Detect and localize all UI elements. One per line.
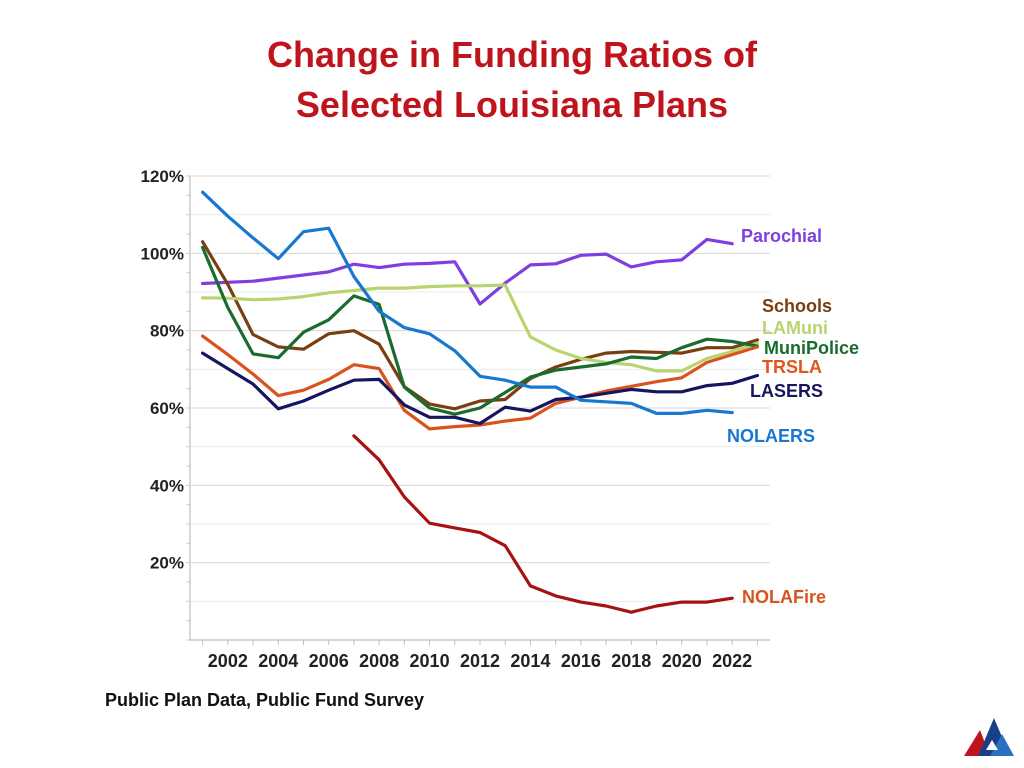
source-note: Public Plan Data, Public Fund Survey — [105, 690, 425, 710]
series-line-nolafire — [352, 434, 734, 614]
axes — [186, 175, 770, 645]
x-tick-label: 2008 — [359, 651, 399, 671]
y-tick-label: 80% — [150, 322, 184, 341]
chart-title-line-1: Change in Funding Ratios of — [267, 34, 757, 75]
x-axis-tick-labels: 2002 2004 2006 2008 2010 2012 2014 2016 2018 2020… — [208, 651, 752, 671]
y-axis-tick-labels: 20% 40% 60% 80% 100% 120% — [141, 167, 184, 573]
x-tick-label: 2016 — [561, 651, 601, 671]
series-label-nolaers: NOLAERS — [727, 426, 815, 446]
series-label-trsla: TRSLA — [762, 357, 822, 377]
chart-title-line-2: Selected Louisiana Plans — [295, 84, 729, 125]
x-tick-label: 2018 — [611, 651, 651, 671]
series-line-schools — [201, 240, 760, 411]
x-tick-label: 2020 — [662, 651, 702, 671]
series-label-lamuni: LAMuni — [762, 318, 828, 338]
y-tick-label: 100% — [141, 244, 184, 263]
x-tick-label: 2004 — [258, 651, 298, 671]
series-label-nolafire: NOLAFire — [742, 587, 826, 607]
series-lines — [201, 190, 760, 614]
series-label-parochial: Parochial — [741, 226, 822, 246]
grid-lines — [190, 175, 770, 602]
x-tick-label: 2014 — [510, 651, 550, 671]
series-label-lasers: LASERS — [750, 381, 823, 401]
x-tick-label: 2012 — [460, 651, 500, 671]
chart-title: Change in Funding Ratios of Selected Lou… — [0, 30, 1024, 130]
y-tick-label: 20% — [150, 554, 184, 573]
y-tick-label: 120% — [141, 167, 184, 186]
x-tick-label: 2002 — [208, 651, 248, 671]
y-tick-label: 60% — [150, 399, 184, 418]
x-tick-label: 2010 — [410, 651, 450, 671]
series-label-munipolice: MuniPolice — [764, 338, 859, 358]
series-line-nolaers — [201, 190, 734, 415]
x-tick-label: 2006 — [309, 651, 349, 671]
series-line-munipolice — [201, 245, 760, 416]
series-line-lasers — [201, 351, 760, 426]
organization-logo — [964, 718, 1014, 756]
series-line-parochial — [201, 237, 734, 306]
series-line-lamuni — [201, 283, 760, 373]
y-tick-label: 40% — [150, 476, 184, 495]
x-tick-label: 2022 — [712, 651, 752, 671]
series-label-schools: Schools — [762, 296, 832, 316]
